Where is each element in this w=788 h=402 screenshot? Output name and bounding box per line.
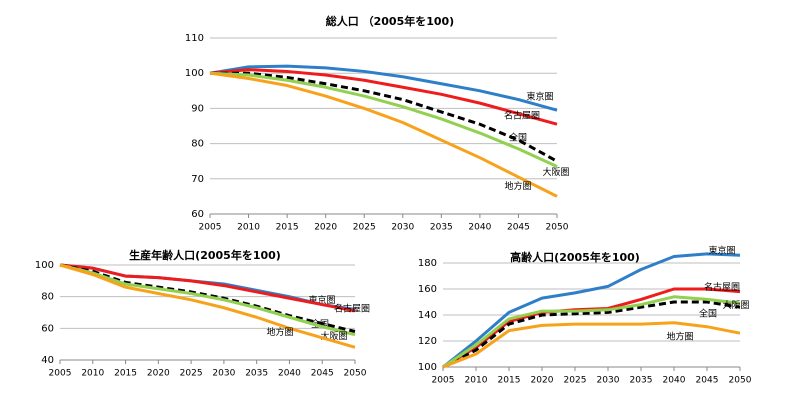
y-tick-label: 90 xyxy=(191,103,204,114)
x-tick-label: 2040 xyxy=(278,369,301,379)
series-line xyxy=(209,64,558,112)
y-tick-label: 70 xyxy=(191,174,204,185)
y-tick-label: 40 xyxy=(41,355,54,366)
x-tick-label: 2015 xyxy=(498,376,521,386)
series-line xyxy=(442,300,741,369)
series-label: 大阪圏 xyxy=(542,166,569,178)
x-tick-label: 2025 xyxy=(564,376,587,386)
series-label: 東京圏 xyxy=(708,245,735,257)
x-tick-label: 2020 xyxy=(531,376,554,386)
series-label: 名古屋圏 xyxy=(334,302,370,314)
chart-title: 総人口 （2005年を100) xyxy=(326,14,454,28)
y-tick-label: 60 xyxy=(41,323,54,334)
x-tick-label: 2010 xyxy=(81,369,104,379)
x-tick-label: 2040 xyxy=(663,376,686,386)
y-tick-label: 100 xyxy=(35,260,54,271)
series-label: 全国 xyxy=(509,132,527,144)
y-tick-label: 100 xyxy=(185,68,204,79)
series-line xyxy=(59,263,356,337)
x-tick-label: 2050 xyxy=(729,376,752,386)
y-tick-label: 160 xyxy=(418,284,437,295)
x-tick-label: 2040 xyxy=(468,223,491,233)
series-line xyxy=(210,71,558,163)
y-tick-label: 140 xyxy=(418,310,437,321)
y-tick-label: 180 xyxy=(418,258,437,269)
series-label: 地方圏 xyxy=(504,180,531,192)
x-tick-label: 2035 xyxy=(630,376,653,386)
series-label: 地方圏 xyxy=(266,326,293,338)
series-label: 大阪圏 xyxy=(722,299,749,311)
series-label: 名古屋圏 xyxy=(504,110,540,122)
series-label: 東京圏 xyxy=(526,91,553,103)
y-tick-label: 100 xyxy=(418,362,437,373)
x-tick-label: 2035 xyxy=(245,369,268,379)
series-line xyxy=(209,71,558,168)
x-tick-label: 2015 xyxy=(114,369,137,379)
x-tick-label: 2030 xyxy=(597,376,620,386)
x-tick-label: 2010 xyxy=(465,376,488,386)
chart-title: 生産年齢人口(2005年を100) xyxy=(129,248,281,262)
x-tick-label: 2030 xyxy=(212,369,235,379)
x-tick-label: 2045 xyxy=(696,376,719,386)
series-line xyxy=(442,252,741,369)
x-tick-label: 2005 xyxy=(49,369,72,379)
series-line xyxy=(442,321,741,369)
series-label: 全国 xyxy=(699,308,717,320)
series-label: 地方圏 xyxy=(666,331,693,343)
x-tick-label: 2025 xyxy=(353,223,376,233)
series-line xyxy=(209,71,558,198)
y-tick-label: 120 xyxy=(418,336,437,347)
x-tick-label: 2025 xyxy=(180,369,203,379)
y-tick-label: 80 xyxy=(191,139,204,150)
x-tick-label: 2045 xyxy=(311,369,334,379)
x-tick-label: 2020 xyxy=(147,369,170,379)
x-tick-label: 2050 xyxy=(546,223,569,233)
x-tick-label: 2015 xyxy=(276,223,299,233)
x-tick-label: 2050 xyxy=(344,369,367,379)
series-line xyxy=(59,263,356,349)
series-line xyxy=(442,295,741,369)
x-tick-label: 2005 xyxy=(432,376,455,386)
x-tick-label: 2010 xyxy=(237,223,260,233)
x-tick-label: 2035 xyxy=(430,223,453,233)
series-label: 名古屋圏 xyxy=(704,281,740,293)
x-tick-label: 2020 xyxy=(314,223,337,233)
chart-title: 高齢人口(2005年を100) xyxy=(510,250,640,264)
series-line xyxy=(59,263,356,313)
y-tick-label: 80 xyxy=(41,292,54,303)
x-tick-label: 2045 xyxy=(507,223,530,233)
x-tick-label: 2005 xyxy=(199,223,222,233)
x-tick-label: 2030 xyxy=(391,223,414,233)
y-tick-label: 110 xyxy=(185,33,204,44)
y-tick-label: 60 xyxy=(191,209,204,220)
series-line xyxy=(209,68,558,126)
